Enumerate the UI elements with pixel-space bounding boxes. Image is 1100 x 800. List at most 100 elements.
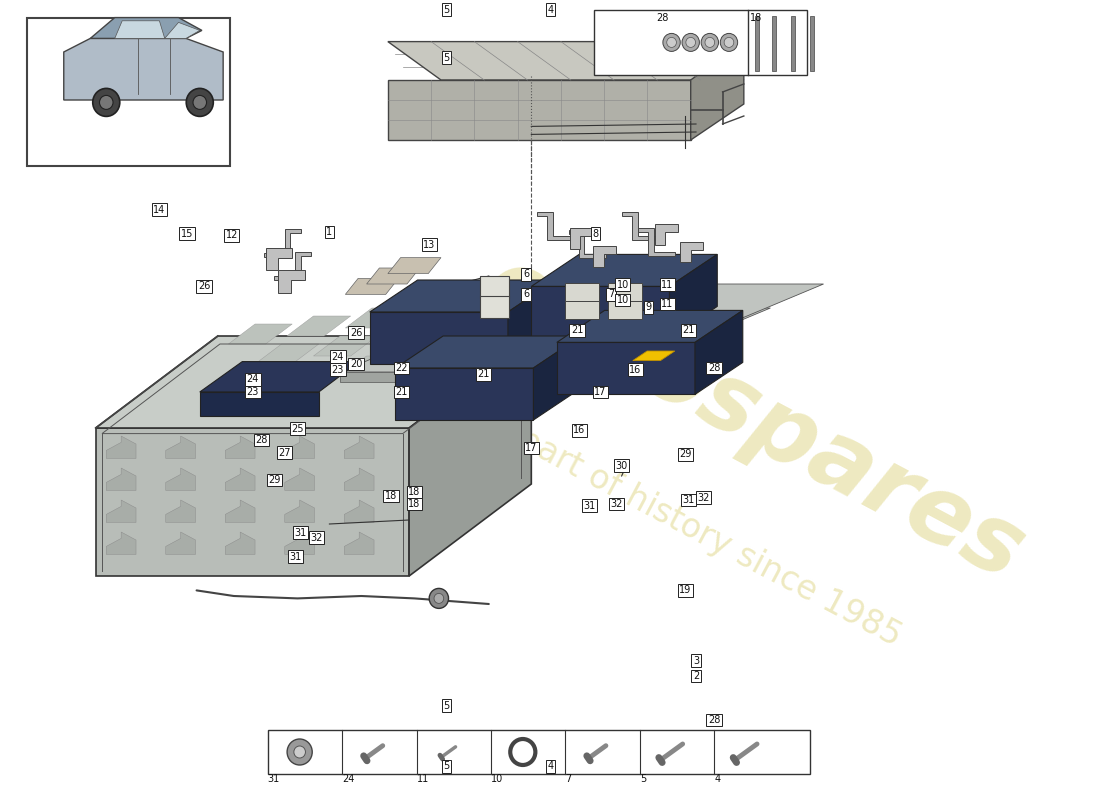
- Text: 1: 1: [327, 227, 332, 237]
- Bar: [791, 16, 794, 71]
- Text: 11: 11: [661, 299, 673, 309]
- Polygon shape: [282, 364, 345, 384]
- Polygon shape: [278, 270, 305, 293]
- Text: 14: 14: [153, 205, 165, 214]
- Polygon shape: [226, 436, 255, 458]
- Text: 5: 5: [640, 774, 646, 784]
- Circle shape: [724, 38, 734, 47]
- Text: 21: 21: [477, 370, 490, 379]
- Bar: [267, 730, 810, 774]
- Text: 26: 26: [350, 328, 362, 338]
- Text: 23: 23: [246, 387, 260, 397]
- Bar: [608, 301, 641, 318]
- Text: 15: 15: [180, 229, 194, 238]
- Polygon shape: [344, 468, 374, 490]
- Polygon shape: [680, 242, 704, 262]
- Polygon shape: [285, 500, 315, 522]
- Polygon shape: [344, 436, 374, 458]
- Bar: [28, 18, 230, 166]
- Text: 2: 2: [693, 671, 700, 681]
- Text: 5: 5: [443, 53, 450, 62]
- Polygon shape: [264, 229, 300, 257]
- Bar: [772, 16, 775, 71]
- Polygon shape: [90, 18, 202, 38]
- Circle shape: [701, 34, 718, 51]
- Text: 4: 4: [548, 5, 553, 14]
- Polygon shape: [255, 344, 319, 364]
- Text: 24: 24: [332, 352, 344, 362]
- Circle shape: [686, 38, 695, 47]
- Text: 21: 21: [682, 326, 695, 335]
- Polygon shape: [107, 468, 136, 490]
- Bar: [565, 283, 600, 302]
- Polygon shape: [388, 42, 744, 80]
- Polygon shape: [404, 300, 468, 320]
- Polygon shape: [388, 258, 441, 274]
- Text: 28: 28: [657, 13, 669, 22]
- Text: 18: 18: [408, 487, 420, 497]
- Polygon shape: [563, 324, 728, 334]
- Polygon shape: [107, 500, 136, 522]
- Polygon shape: [508, 280, 556, 364]
- Text: 29: 29: [679, 450, 692, 459]
- Text: 22: 22: [395, 363, 408, 373]
- Circle shape: [434, 594, 443, 603]
- Bar: [594, 10, 806, 75]
- Text: 31: 31: [267, 774, 280, 784]
- Polygon shape: [557, 342, 695, 394]
- Polygon shape: [393, 306, 653, 346]
- Text: 5: 5: [443, 762, 450, 771]
- Polygon shape: [570, 228, 593, 249]
- Text: 30: 30: [616, 461, 628, 470]
- Circle shape: [705, 38, 715, 47]
- Circle shape: [720, 34, 738, 51]
- Polygon shape: [621, 212, 659, 240]
- Polygon shape: [226, 468, 255, 490]
- Polygon shape: [166, 468, 196, 490]
- Polygon shape: [670, 254, 717, 338]
- Polygon shape: [64, 38, 223, 100]
- Polygon shape: [345, 278, 398, 294]
- Text: 20: 20: [350, 359, 362, 369]
- Polygon shape: [274, 252, 311, 280]
- Polygon shape: [200, 392, 319, 416]
- Text: 18: 18: [750, 13, 762, 22]
- Bar: [810, 16, 814, 71]
- Circle shape: [186, 88, 213, 116]
- Polygon shape: [409, 336, 531, 576]
- Circle shape: [294, 746, 306, 758]
- Polygon shape: [96, 336, 531, 428]
- Polygon shape: [593, 246, 616, 267]
- Text: 17: 17: [525, 443, 538, 453]
- Polygon shape: [654, 224, 678, 245]
- Polygon shape: [569, 230, 606, 258]
- Text: 4: 4: [714, 774, 720, 784]
- Polygon shape: [531, 254, 717, 286]
- Polygon shape: [398, 348, 462, 368]
- Text: 3: 3: [693, 656, 700, 666]
- Polygon shape: [226, 500, 255, 522]
- Bar: [608, 283, 641, 302]
- Text: 18: 18: [408, 499, 420, 509]
- Text: 21: 21: [571, 326, 583, 335]
- Text: 23: 23: [332, 365, 344, 374]
- Polygon shape: [345, 308, 409, 328]
- Text: 32: 32: [310, 533, 322, 542]
- Polygon shape: [107, 436, 136, 458]
- Text: 9: 9: [645, 302, 651, 312]
- Polygon shape: [340, 356, 404, 376]
- Text: 27: 27: [278, 448, 292, 458]
- Polygon shape: [510, 348, 674, 358]
- Polygon shape: [366, 268, 420, 284]
- Text: 26: 26: [198, 282, 210, 291]
- Polygon shape: [107, 532, 136, 554]
- Text: 29: 29: [268, 475, 280, 485]
- Bar: [481, 296, 509, 318]
- Polygon shape: [557, 310, 742, 342]
- Polygon shape: [344, 532, 374, 554]
- Polygon shape: [285, 436, 315, 458]
- Polygon shape: [344, 500, 374, 522]
- Polygon shape: [200, 362, 360, 392]
- Text: 31: 31: [289, 552, 301, 562]
- Text: 5: 5: [443, 5, 450, 14]
